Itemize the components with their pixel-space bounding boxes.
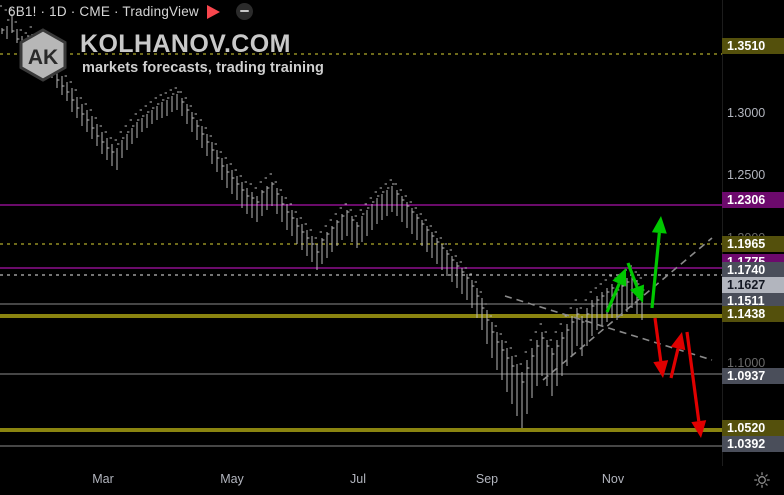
symbol-info-label[interactable]: 6B1! · 1D · CME · TradingView bbox=[8, 3, 199, 19]
up-leg-3-head bbox=[670, 332, 686, 351]
up-leg-2-shaft bbox=[650, 232, 661, 309]
forecast-arrows bbox=[605, 216, 707, 438]
price-label[interactable]: 1.3510 bbox=[722, 38, 784, 54]
price-label[interactable]: 1.1965 bbox=[722, 236, 784, 252]
down-leg-3-shaft bbox=[685, 331, 701, 422]
time-label[interactable]: Mar bbox=[92, 472, 114, 486]
time-scale[interactable]: Mar May Jul Sep Nov bbox=[0, 466, 784, 495]
price-label[interactable]: 1.0937 bbox=[722, 368, 784, 384]
scale-divider bbox=[722, 0, 723, 466]
up-leg-1-head bbox=[612, 268, 627, 287]
chart-plot-area[interactable] bbox=[0, 0, 722, 466]
down-leg-1-shaft bbox=[626, 262, 639, 288]
chart-canvas bbox=[0, 5, 722, 447]
price-label[interactable]: 1.0520 bbox=[722, 420, 784, 436]
horizontal-level-lines bbox=[0, 53, 722, 447]
time-label[interactable]: Nov bbox=[601, 472, 625, 486]
price-label[interactable]: 1.1740 bbox=[722, 262, 784, 278]
ascending-support bbox=[542, 237, 713, 381]
ohlc-bar-series bbox=[0, 5, 645, 428]
down-leg-2-shaft bbox=[653, 317, 663, 362]
down-leg-3-head bbox=[691, 420, 707, 438]
price-scale[interactable]: 1.35101.30001.25001.23061.20001.19651.17… bbox=[722, 0, 784, 466]
minus-circle-icon[interactable] bbox=[235, 2, 253, 20]
brightness-sun-icon[interactable] bbox=[754, 472, 770, 488]
price-label[interactable]: 1.1000 bbox=[727, 356, 766, 370]
up-leg-3-shaft bbox=[669, 348, 680, 379]
price-label[interactable]: 1.1438 bbox=[722, 306, 784, 322]
price-label[interactable]: 1.3000 bbox=[727, 106, 766, 120]
price-label[interactable]: 1.1627 bbox=[722, 277, 784, 293]
up-leg-1-shaft bbox=[605, 282, 621, 313]
up-leg-2-head bbox=[651, 216, 667, 234]
down-leg-1-head bbox=[630, 284, 645, 303]
price-label[interactable]: 1.2306 bbox=[722, 192, 784, 208]
chart-header: 6B1! · 1D · CME · TradingView bbox=[0, 0, 784, 22]
price-label[interactable]: 1.2500 bbox=[727, 168, 766, 182]
time-label[interactable]: May bbox=[220, 472, 244, 486]
time-label[interactable]: Jul bbox=[350, 472, 366, 486]
down-leg-2-head bbox=[653, 360, 669, 378]
red-flag-icon[interactable] bbox=[206, 4, 222, 19]
price-label[interactable]: 1.0392 bbox=[722, 436, 784, 452]
time-label[interactable]: Sep bbox=[475, 472, 499, 486]
price-label[interactable]: 1.1511 bbox=[722, 293, 784, 309]
